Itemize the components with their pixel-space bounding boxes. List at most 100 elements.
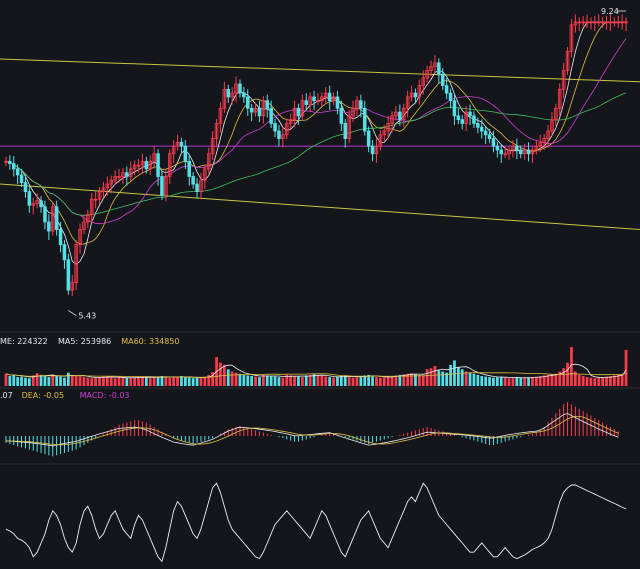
volume-bar	[172, 377, 176, 386]
candle-body	[175, 141, 180, 147]
candle-body	[136, 164, 141, 167]
candle-body	[86, 213, 90, 223]
volume-bar	[480, 376, 484, 386]
volume-bar	[39, 374, 43, 386]
volume-bar	[492, 377, 495, 386]
volume-bar	[433, 366, 437, 386]
candle-body	[19, 174, 24, 183]
candle-body	[413, 92, 418, 98]
candle-body	[546, 130, 550, 139]
macd-dif-line	[5, 413, 619, 447]
volume-bar	[148, 378, 152, 386]
volume-bar	[378, 377, 382, 386]
candle-body	[472, 115, 476, 124]
candle-body	[191, 176, 195, 185]
volume-bar	[98, 377, 101, 386]
volume-bar	[488, 377, 491, 386]
oscillator-line	[5, 482, 627, 563]
volume-bar	[133, 377, 137, 386]
candle-body	[518, 149, 523, 155]
candle-body	[261, 100, 266, 117]
trendline-0	[0, 58, 640, 83]
volume-bar	[336, 376, 339, 386]
candle-body	[425, 70, 429, 79]
volume-bar	[531, 377, 534, 386]
volume-bar	[351, 377, 355, 386]
candle-body	[35, 200, 39, 205]
candle-body	[417, 85, 422, 98]
candle-body	[495, 145, 500, 151]
volume-bar	[573, 371, 577, 386]
volume-bar	[12, 374, 16, 386]
volume-bar	[456, 367, 460, 386]
candle-body	[405, 96, 410, 109]
volume-bar	[609, 376, 612, 386]
volume-bar	[616, 374, 620, 386]
volume-bar	[242, 374, 246, 386]
candle-body	[538, 141, 543, 147]
volume-bar	[367, 374, 371, 386]
volume-bar	[156, 376, 160, 386]
volume-bar	[144, 377, 148, 386]
volume-bar	[476, 374, 480, 386]
candle-body	[93, 198, 98, 201]
candle-body	[483, 130, 488, 136]
candle-body	[335, 96, 340, 109]
volume-bar	[219, 362, 222, 386]
candle-body	[156, 153, 160, 177]
candle-body	[167, 153, 172, 177]
candle-body	[121, 172, 125, 177]
volume-bar	[102, 376, 105, 386]
volume-bar	[308, 374, 312, 386]
volume-bar	[410, 373, 413, 386]
volume-bar	[417, 374, 421, 386]
candle-body	[429, 66, 433, 71]
candle-body	[269, 107, 273, 124]
volume-bar	[160, 376, 164, 386]
candle-body	[273, 123, 277, 132]
candle-body	[277, 130, 281, 139]
volume-bar	[109, 377, 113, 386]
volume-bar	[507, 378, 511, 386]
volume-bar	[519, 377, 523, 386]
volume-bar	[137, 377, 140, 386]
volume-bar	[117, 377, 121, 386]
volume-bar	[27, 378, 31, 386]
volume-bar	[464, 371, 468, 386]
candle-body	[58, 229, 63, 246]
candle-body	[128, 168, 133, 177]
candle-body	[203, 168, 207, 181]
candle-body	[288, 119, 293, 124]
candle-body	[265, 100, 270, 109]
volume-bar	[320, 376, 324, 386]
moving-average-5	[5, 21, 627, 265]
volume-bar	[293, 376, 296, 386]
candle-body	[491, 138, 496, 147]
candle-body	[565, 51, 570, 71]
candle-body	[78, 229, 82, 246]
volume-bar	[31, 375, 35, 386]
candle-body	[468, 111, 472, 117]
volume-bar	[234, 372, 238, 386]
volume-bar	[195, 377, 199, 386]
candle-body	[308, 96, 312, 105]
candle-body	[327, 92, 332, 102]
candle-body	[437, 62, 441, 75]
candle-body	[515, 145, 519, 151]
volume-bar	[47, 377, 51, 386]
candle-body	[214, 123, 219, 139]
volume-bar	[246, 375, 250, 386]
candle-body	[600, 21, 605, 24]
volume-bar	[328, 377, 332, 386]
volume-bar	[254, 376, 257, 386]
trendline-1	[0, 183, 640, 231]
candle-body	[249, 107, 254, 113]
candle-body	[50, 206, 55, 232]
candle-body	[382, 130, 387, 136]
candle-body	[374, 145, 379, 155]
candle-body	[89, 198, 94, 215]
candle-body	[39, 200, 43, 208]
volume-bar	[453, 360, 456, 386]
volume-bar	[289, 375, 293, 386]
